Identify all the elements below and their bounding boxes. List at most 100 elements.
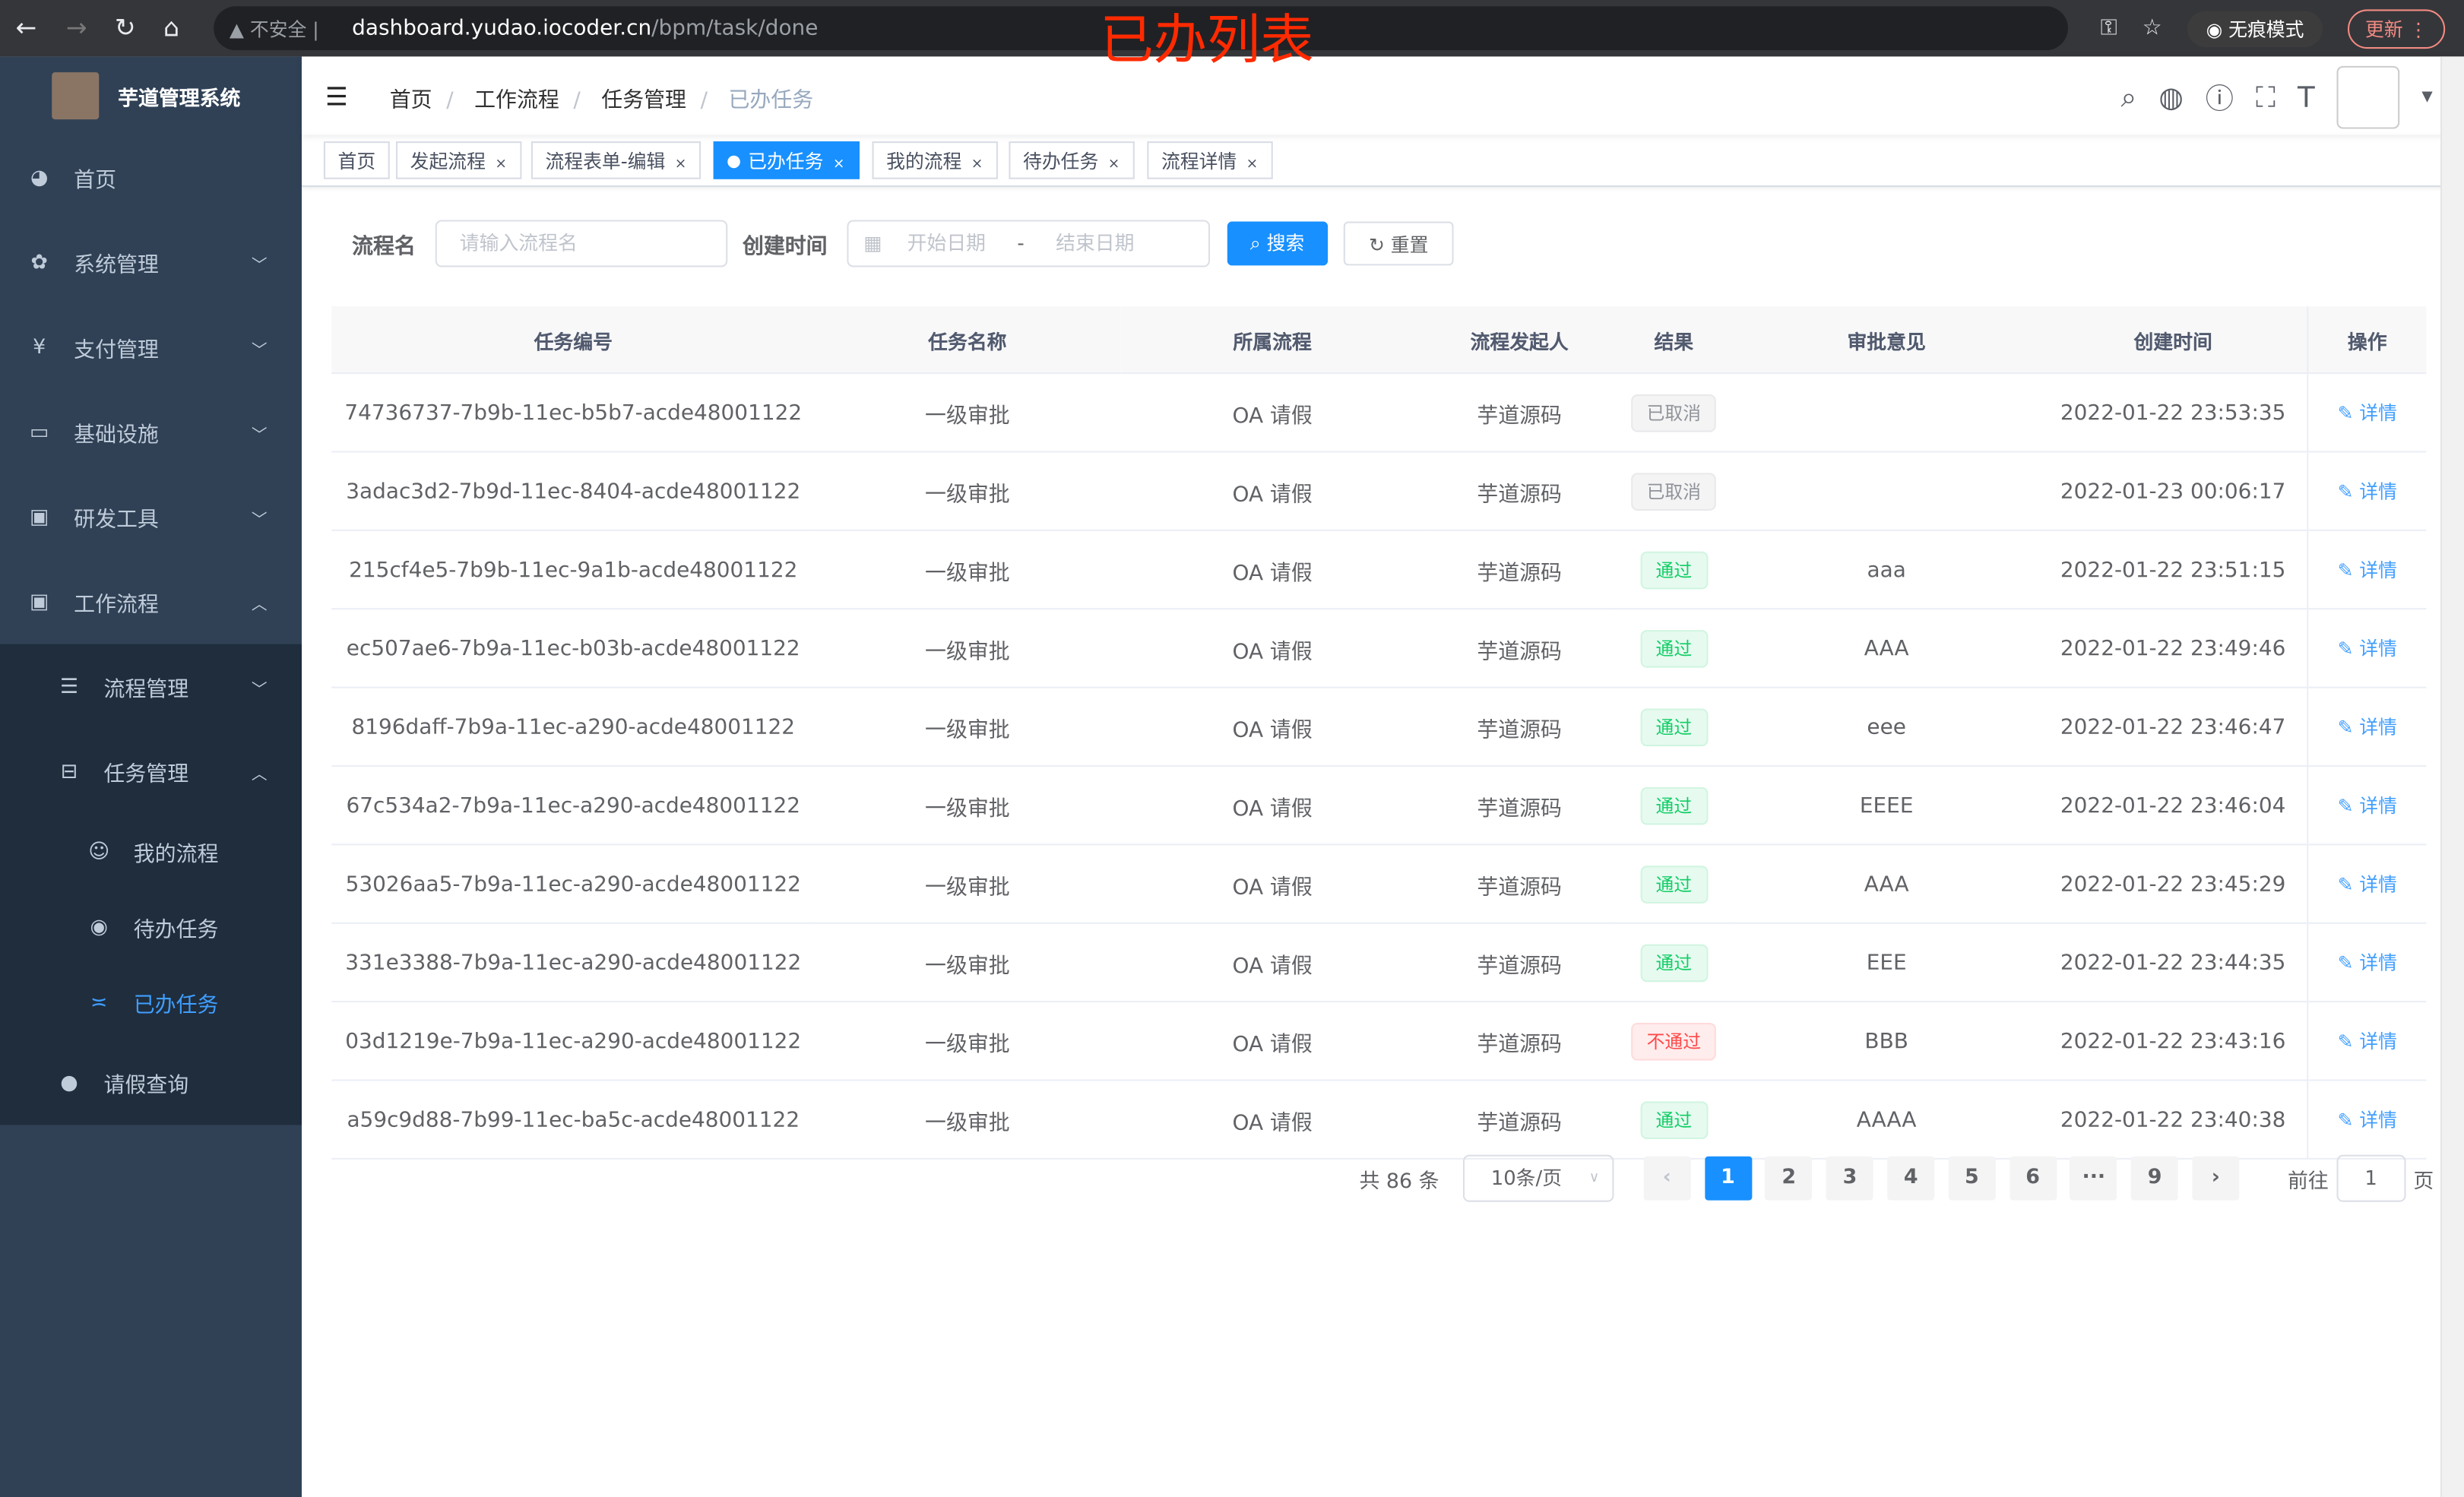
reset-button[interactable]: ↻ 重置 <box>1343 221 1454 266</box>
avatar[interactable] <box>2336 65 2400 129</box>
breadcrumb-current: 已办任务 <box>728 87 814 113</box>
tag-3[interactable]: 已办任务 × <box>713 141 860 179</box>
page-button[interactable]: ··· <box>2070 1156 2117 1201</box>
sidebar-item[interactable]: ◉ 待办任务 <box>0 889 302 964</box>
sidebar-item[interactable]: ▣ 工作流程 ︿ <box>0 559 302 644</box>
tag-0[interactable]: 首页 <box>323 141 390 179</box>
calendar-icon: ▦ <box>863 230 882 255</box>
close-icon[interactable]: × <box>1246 157 1259 173</box>
page-button[interactable]: 2 <box>1765 1156 1813 1201</box>
table-cell: 2022-01-22 23:51:15 <box>2039 530 2308 610</box>
page-button[interactable]: 3 <box>1826 1156 1873 1201</box>
detail-label: 详情 <box>2359 795 2397 818</box>
start-date-input[interactable]: 开始日期 <box>907 230 987 255</box>
result-badge: 通过 <box>1639 550 1708 589</box>
fullscreen-icon[interactable]: ⛶ <box>2255 81 2276 114</box>
page-button[interactable]: 5 <box>1948 1156 1996 1201</box>
sidebar-item[interactable]: ◕ 首页 <box>0 135 302 220</box>
sidebar-item[interactable]: ☰ 流程管理 ﹀ <box>0 644 302 730</box>
page-scrollbar[interactable] <box>2440 56 2464 1497</box>
table-cell: OA 请假 <box>1120 373 1425 453</box>
page-button[interactable]: 1 <box>1704 1156 1752 1201</box>
detail-label: 详情 <box>2359 480 2397 503</box>
logo[interactable]: 芋道管理系统 <box>0 56 302 135</box>
table-cell: AAA <box>1734 844 2040 924</box>
hamburger-icon[interactable]: ☰ <box>325 81 348 112</box>
close-icon[interactable]: × <box>674 157 687 173</box>
table-cell: 67c534a2-7b9a-11ec-a290-acde48001122 <box>331 765 816 846</box>
detail-button[interactable]: ✎ 详情 <box>2338 481 2397 503</box>
search-icon: ⌕ <box>1249 233 1261 255</box>
forward-icon[interactable]: → <box>65 12 87 43</box>
detail-button[interactable]: ✎ 详情 <box>2338 874 2397 896</box>
goto-page-input[interactable]: 1 <box>2336 1154 2406 1202</box>
table-cell: 芋道源码 <box>1424 1002 1614 1081</box>
end-date-input[interactable]: 结束日期 <box>1056 230 1135 255</box>
next-page-button[interactable]: › <box>2192 1156 2240 1201</box>
github-icon[interactable]: ◍ <box>2158 81 2184 114</box>
update-button[interactable]: 更新 ⋮ <box>2348 8 2446 49</box>
font-size-icon[interactable]: T <box>2297 81 2315 114</box>
breadcrumb-item[interactable]: 工作流程 <box>474 87 559 113</box>
page-size-select[interactable]: 10条/页 ∨ <box>1462 1154 1614 1202</box>
caret-down-icon[interactable]: ▼ <box>2421 89 2433 106</box>
back-icon[interactable]: ← <box>15 12 37 43</box>
breadcrumb: 首页 / 工作流程 / 任务管理 / 已办任务 <box>389 87 814 113</box>
incognito-badge[interactable]: ◉ 无痕模式 <box>2187 10 2323 46</box>
tag-4[interactable]: 我的流程 × <box>872 141 998 179</box>
process-name-input[interactable]: 请输入流程名 <box>434 220 727 267</box>
result-badge: 已取消 <box>1630 472 1717 510</box>
detail-button[interactable]: ✎ 详情 <box>2338 952 2397 974</box>
table-cell: OA 请假 <box>1120 1002 1425 1081</box>
tag-2[interactable]: 流程表单-编辑 × <box>530 141 701 179</box>
breadcrumb-item[interactable]: 首页 <box>389 87 432 113</box>
address-bar[interactable]: ▲ 不安全 | dashboard.yudao.iocoder.cn/bpm/t… <box>214 6 2068 51</box>
search-button[interactable]: ⌕ 搜索 <box>1226 221 1329 266</box>
sidebar-item[interactable]: ¥ 支付管理 ﹀ <box>0 305 302 390</box>
sidebar-item[interactable]: ⊟ 任务管理 ︿ <box>0 729 302 814</box>
sidebar-item[interactable]: ☺ 我的流程 <box>0 814 302 889</box>
page-button[interactable]: 6 <box>2009 1156 2057 1201</box>
sidebar-item[interactable]: ▣ 研发工具 ﹀ <box>0 474 302 559</box>
refresh-icon: ↻ <box>1369 234 1385 257</box>
detail-label: 详情 <box>2359 1109 2397 1131</box>
prev-page-button[interactable]: ‹ <box>1643 1156 1691 1201</box>
table-cell: EEEE <box>1734 765 2040 846</box>
sidebar-item[interactable]: ≍ 已办任务 <box>0 965 302 1040</box>
sidebar-item-label: 请假查询 <box>103 1073 189 1099</box>
detail-button[interactable]: ✎ 详情 <box>2338 638 2397 660</box>
sidebar-item[interactable]: ✿ 系统管理 ﹀ <box>0 220 302 305</box>
page-button[interactable]: 4 <box>1887 1156 1935 1201</box>
key-icon[interactable]: ⚿ <box>2100 15 2117 41</box>
help-icon[interactable]: ⓘ <box>2205 83 2234 117</box>
close-icon[interactable]: × <box>832 157 845 173</box>
edit-icon: ✎ <box>2337 480 2354 503</box>
sidebar-item[interactable]: ▭ 基础设施 ﹀ <box>0 390 302 475</box>
sidebar-item[interactable]: ● 请假查询 <box>0 1040 302 1125</box>
tag-label: 已办任务 <box>748 150 824 173</box>
tag-1[interactable]: 发起流程 × <box>396 141 521 179</box>
close-icon[interactable]: × <box>971 157 983 173</box>
detail-button[interactable]: ✎ 详情 <box>2338 717 2397 739</box>
search-button-label: 搜索 <box>1266 233 1305 255</box>
tag-6[interactable]: 流程详情 × <box>1147 141 1272 179</box>
reload-icon[interactable]: ↻ <box>114 12 136 43</box>
close-icon[interactable]: × <box>495 157 507 173</box>
table-cell <box>1734 451 2040 531</box>
detail-button[interactable]: ✎ 详情 <box>2338 1109 2397 1131</box>
page-button[interactable]: 9 <box>2131 1156 2179 1201</box>
detail-label: 详情 <box>2359 716 2397 739</box>
search-icon[interactable]: ⌕ <box>2120 81 2137 114</box>
detail-button[interactable]: ✎ 详情 <box>2338 559 2397 581</box>
detail-button[interactable]: ✎ 详情 <box>2338 795 2397 817</box>
detail-button[interactable]: ✎ 详情 <box>2338 1030 2397 1052</box>
date-range-picker[interactable]: ▦ 开始日期 - 结束日期 <box>846 220 1210 267</box>
tag-5[interactable]: 待办任务 × <box>1009 141 1134 179</box>
close-icon[interactable]: × <box>1107 157 1120 173</box>
home-icon[interactable]: ⌂ <box>163 12 180 43</box>
warning-icon: ▲ <box>229 18 244 41</box>
detail-button[interactable]: ✎ 详情 <box>2338 402 2397 424</box>
star-icon[interactable]: ☆ <box>2142 15 2162 41</box>
breadcrumb-item[interactable]: 任务管理 <box>601 87 686 113</box>
table-cell: 2022-01-22 23:43:16 <box>2039 1002 2308 1081</box>
